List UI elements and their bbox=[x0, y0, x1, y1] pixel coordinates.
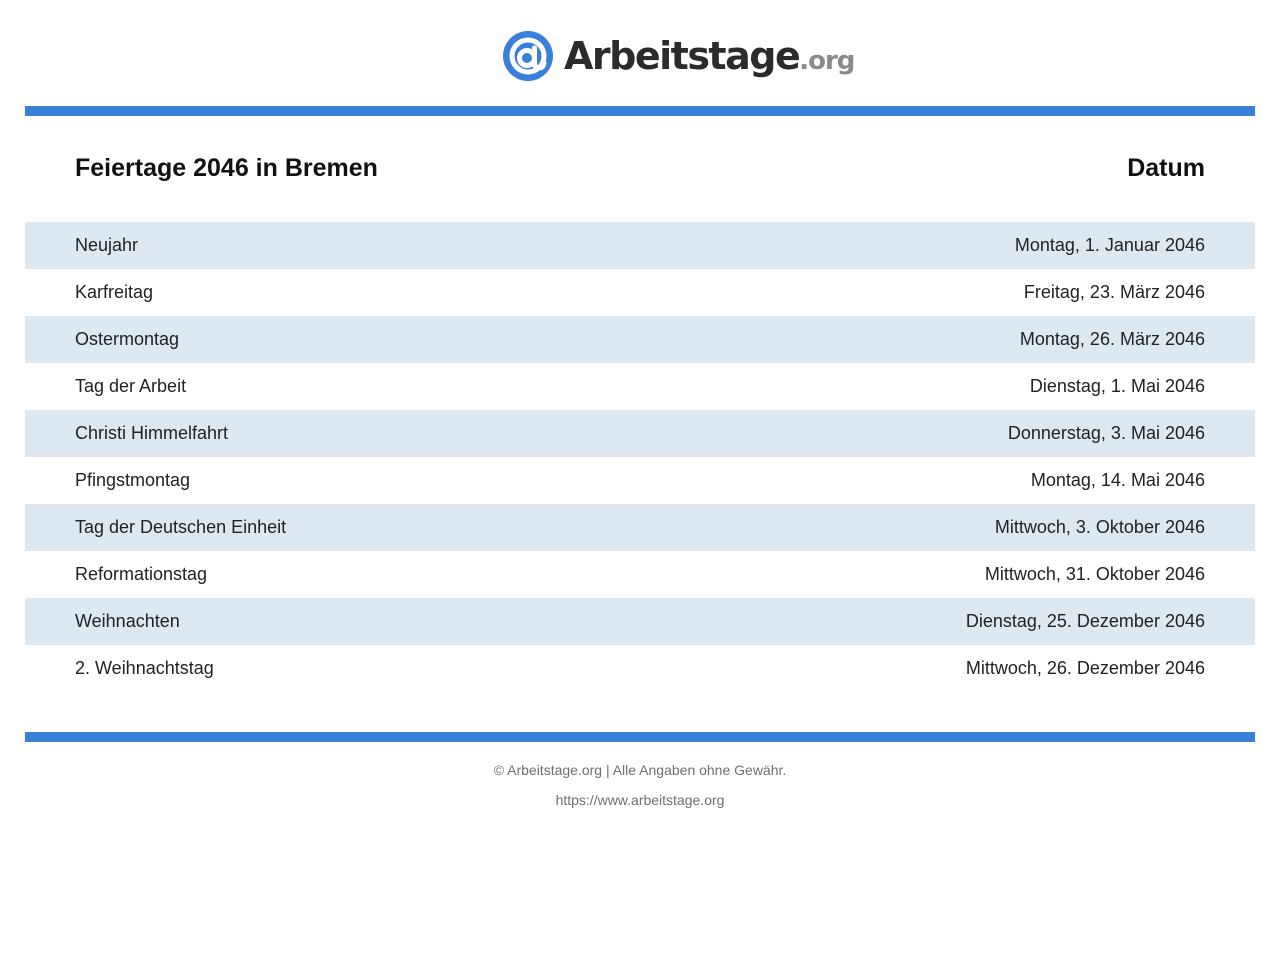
table-title: Feiertage 2046 in Bremen bbox=[75, 154, 378, 182]
table-row: Karfreitag Freitag, 23. März 2046 bbox=[25, 269, 1255, 316]
holiday-date: Donnerstag, 3. Mai 2046 bbox=[1007, 423, 1205, 443]
holiday-table: Neujahr Montag, 1. Januar 2046 Karfreitag F… bbox=[25, 222, 1255, 692]
site-logo[interactable]: Arbeitstage .org bbox=[502, 28, 855, 84]
holiday-date: Freitag, 23. März 2046 bbox=[1023, 282, 1205, 302]
table-row: 2. Weihnachtstag Mittwoch, 26. Dezember 2… bbox=[25, 645, 1255, 692]
holiday-name: 2. Weihnachtstag bbox=[75, 658, 214, 678]
table-header: Feiertage 2046 in Bremen Datum bbox=[25, 148, 1255, 192]
at-sign-icon bbox=[503, 31, 553, 81]
table-row: Ostermontag Montag, 26. März 2046 bbox=[25, 316, 1255, 363]
site-header: Arbeitstage .org bbox=[0, 0, 1280, 106]
table-row: Pfingstmontag Montag, 14. Mai 2046 bbox=[25, 457, 1255, 504]
holiday-date: Mittwoch, 31. Oktober 2046 bbox=[984, 564, 1205, 584]
holiday-date: Montag, 26. März 2046 bbox=[1019, 329, 1205, 349]
logo-wordmark: Arbeitstage .org bbox=[564, 34, 855, 78]
holiday-date: Mittwoch, 26. Dezember 2046 bbox=[965, 658, 1205, 678]
footer-url[interactable]: https://www.arbeitstage.org bbox=[555, 792, 725, 808]
holiday-name: Ostermontag bbox=[75, 329, 180, 349]
holiday-name: Reformationstag bbox=[75, 564, 208, 584]
header-divider bbox=[25, 106, 1255, 116]
holiday-name: Christi Himmelfahrt bbox=[75, 423, 229, 443]
holiday-name: Pfingstmontag bbox=[75, 470, 191, 490]
table-row: Weihnachten Dienstag, 25. Dezember 2046 bbox=[25, 598, 1255, 645]
table-row: Neujahr Montag, 1. Januar 2046 bbox=[25, 222, 1255, 269]
holiday-date: Montag, 14. Mai 2046 bbox=[1030, 470, 1205, 490]
logo-tld: .org bbox=[799, 46, 855, 76]
holiday-date: Mittwoch, 3. Oktober 2046 bbox=[994, 517, 1205, 537]
holiday-date: Dienstag, 1. Mai 2046 bbox=[1029, 376, 1205, 396]
footer-divider bbox=[25, 732, 1255, 742]
footer-copyright: © Arbeitstage.org | Alle Angaben ohne Ge… bbox=[493, 762, 787, 778]
table-row: Tag der Deutschen Einheit Mittwoch, 3. Ok… bbox=[25, 504, 1255, 551]
holiday-name: Tag der Arbeit bbox=[75, 376, 187, 396]
table-row: Christi Himmelfahrt Donnerstag, 3. Mai 20… bbox=[25, 410, 1255, 457]
logo-name: Arbeitstage bbox=[564, 34, 801, 78]
holiday-date: Montag, 1. Januar 2046 bbox=[1014, 235, 1205, 255]
holiday-name: Neujahr bbox=[75, 235, 139, 255]
holiday-name: Karfreitag bbox=[75, 282, 154, 302]
table-row: Reformationstag Mittwoch, 31. Oktober 204… bbox=[25, 551, 1255, 598]
holiday-name: Weihnachten bbox=[75, 611, 180, 631]
holiday-date: Dienstag, 25. Dezember 2046 bbox=[965, 611, 1205, 631]
date-column-header: Datum bbox=[1127, 154, 1205, 182]
holiday-name: Tag der Deutschen Einheit bbox=[75, 517, 287, 537]
table-row: Tag der Arbeit Dienstag, 1. Mai 2046 bbox=[25, 363, 1255, 410]
